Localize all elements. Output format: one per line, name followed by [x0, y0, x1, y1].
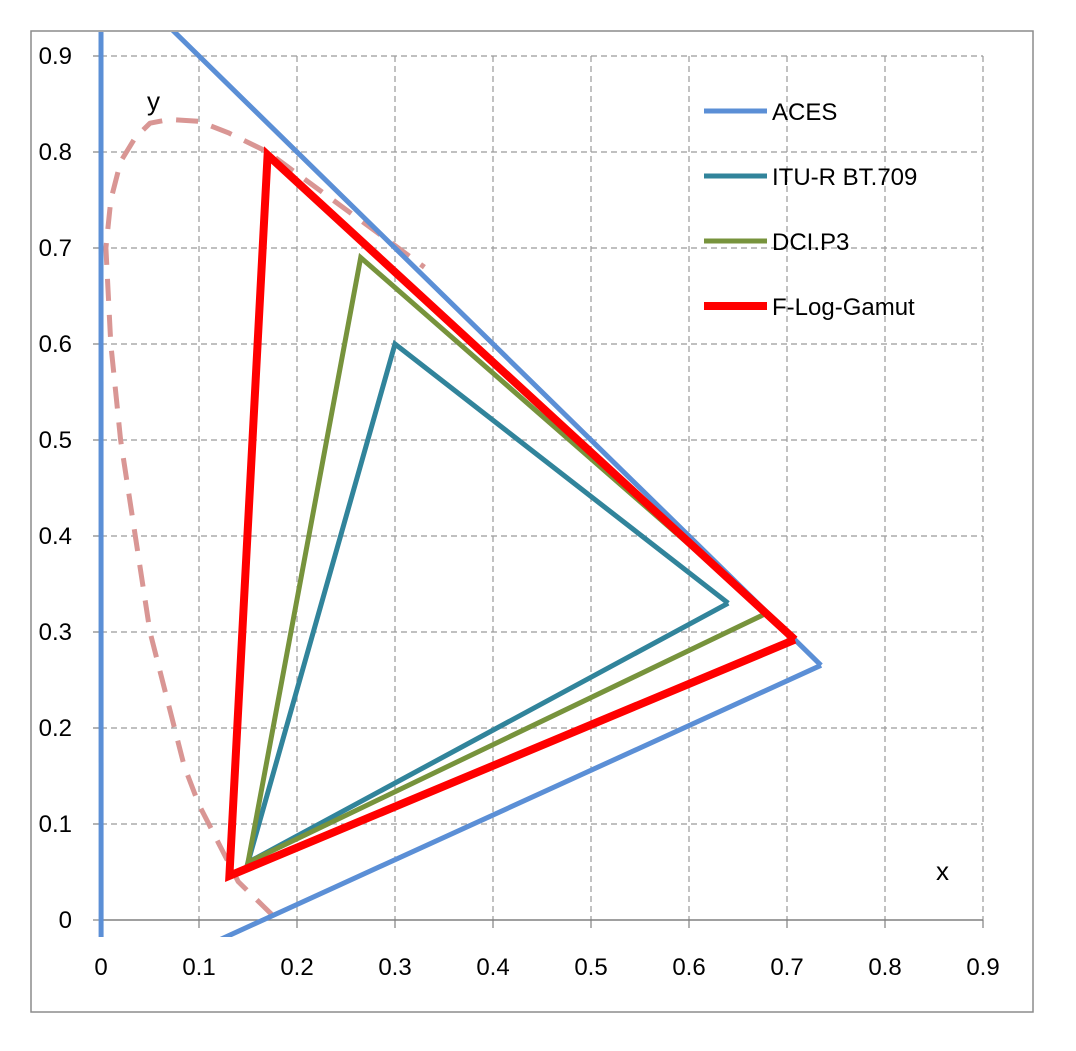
x-tick-label: 0	[94, 954, 107, 981]
grid	[101, 55, 984, 920]
y-axis-label: y	[147, 86, 160, 116]
legend: ACES ITU-R BT.709 DCI.P3 F-Log-Gamut	[704, 99, 917, 321]
y-tick-label: 0.4	[39, 523, 72, 550]
legend-label: ACES	[772, 99, 837, 126]
y-tick-label: 0.7	[39, 235, 72, 262]
y-tick-label: 0.9	[39, 43, 72, 70]
legend-label: DCI.P3	[772, 229, 849, 256]
x-tick-label: 0.6	[672, 954, 705, 981]
chart-border	[30, 30, 1034, 1013]
y-tick-label: 0	[59, 907, 72, 934]
y-tick-label: 0.2	[39, 715, 72, 742]
legend-label: ITU-R BT.709	[772, 164, 917, 191]
x-tick-label: 0.1	[182, 954, 215, 981]
series-group	[98, 32, 823, 937]
x-tick-label: 0.3	[378, 954, 411, 981]
x-tick-label: 0.4	[476, 954, 509, 981]
y-tick-label: 0.3	[39, 619, 72, 646]
y-tick-label: 0.1	[39, 811, 72, 838]
series-itu-r-bt-709	[243, 339, 730, 868]
series-f-log-gamut	[225, 146, 798, 882]
x-tick-label: 0.5	[574, 954, 607, 981]
x-tick-label: 0.2	[280, 954, 313, 981]
tick-labels: 0 0.1 0.2 0.3 0.4 0.5 0.6 0.7 0.8 0.9 0 0.1 0.2 0.3 0.…	[39, 43, 1000, 981]
legend-label: F-Log-Gamut	[772, 294, 915, 321]
y-tick-label: 0.8	[39, 139, 72, 166]
spectral-locus	[103, 116, 426, 917]
series-dci-p3	[244, 252, 770, 867]
series-aces	[98, 32, 823, 937]
x-tick-label: 0.7	[770, 954, 803, 981]
x-tick-label: 0.8	[868, 954, 901, 981]
y-tick-label: 0.6	[39, 331, 72, 358]
y-tick-label: 0.5	[39, 427, 72, 454]
x-tick-label: 0.9	[966, 954, 999, 981]
x-axis-label: x	[936, 856, 949, 886]
